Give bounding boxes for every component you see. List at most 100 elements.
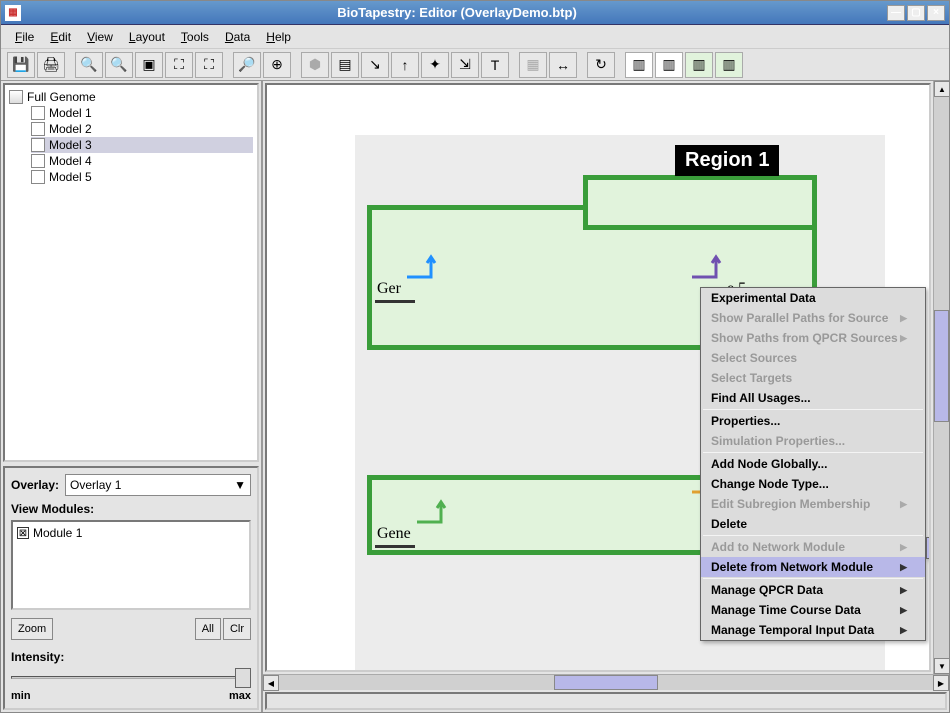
window-controls: — ▢ × — [887, 5, 945, 21]
menu-data[interactable]: Data — [219, 28, 256, 46]
context-menu-item[interactable]: Manage Temporal Input Data▶ — [701, 620, 925, 640]
context-menu-item[interactable]: Find All Usages... — [701, 388, 925, 408]
overlay3-icon[interactable]: ▥ — [685, 52, 713, 78]
file-icon — [31, 122, 45, 136]
overlay2-icon[interactable]: ▥ — [655, 52, 683, 78]
tree-item[interactable]: Model 3 — [31, 137, 253, 153]
chevron-right-icon: ▶ — [900, 499, 907, 510]
menubar: File Edit View Layout Tools Data Help — [1, 25, 949, 49]
context-menu-item[interactable]: Manage Time Course Data▶ — [701, 600, 925, 620]
node3-icon[interactable]: ⇲ — [451, 52, 479, 78]
context-menu-item[interactable]: Delete — [701, 514, 925, 534]
move-icon[interactable]: ↔ — [549, 52, 577, 78]
tree-item[interactable]: Model 5 — [31, 169, 253, 185]
clr-button[interactable]: Clr — [223, 618, 251, 640]
chevron-right-icon: ▶ — [900, 562, 907, 573]
chevron-right-icon: ▶ — [900, 542, 907, 553]
close-button[interactable]: × — [927, 5, 945, 21]
search-icon[interactable]: 🔎 — [233, 52, 261, 78]
save-icon[interactable]: 💾 — [7, 52, 35, 78]
status-bar — [265, 692, 947, 710]
submenu-item-module1[interactable]: Module 1 — [927, 538, 931, 558]
target-icon[interactable]: ⊕ — [263, 52, 291, 78]
canvas[interactable]: Region 1 Gere 5Genee 4 Experimental Data… — [265, 83, 931, 672]
maximize-button[interactable]: ▢ — [907, 5, 925, 21]
context-menu-item[interactable]: Properties... — [701, 411, 925, 431]
overlay-select[interactable]: Overlay 1 ▼ — [65, 474, 251, 496]
context-menu-item: Show Paths from QPCR Sources▶ — [701, 328, 925, 348]
minimize-button[interactable]: — — [887, 5, 905, 21]
context-menu-item[interactable]: Manage QPCR Data▶ — [701, 580, 925, 600]
main-area: Full Genome Model 1Model 2Model 3Model 4… — [1, 81, 949, 712]
stop-icon[interactable]: ⬢ — [301, 52, 329, 78]
scroll-down-icon[interactable]: ▼ — [934, 658, 949, 674]
scroll-right-icon[interactable]: ▶ — [933, 675, 949, 691]
all-button[interactable]: All — [195, 618, 221, 640]
context-submenu: Module 1 — [926, 537, 931, 559]
context-menu-item[interactable]: Add Node Globally... — [701, 454, 925, 474]
scroll-up-icon[interactable]: ▲ — [934, 81, 949, 97]
overlay1-icon[interactable]: ▥ — [625, 52, 653, 78]
slider-min: min — [11, 690, 31, 702]
context-menu-item[interactable]: Change Node Type... — [701, 474, 925, 494]
tree-item[interactable]: Model 1 — [31, 105, 253, 121]
fit-model-icon[interactable]: ⛶ — [165, 52, 193, 78]
titlebar: ▦ BioTapestry: Editor (OverlayDemo.btp) … — [1, 1, 949, 25]
zoom-in-icon[interactable]: 🔍 — [105, 52, 133, 78]
zoom-out-icon[interactable]: 🔍 — [75, 52, 103, 78]
slider-thumb[interactable] — [235, 668, 251, 688]
context-menu-item[interactable]: Experimental Data — [701, 288, 925, 308]
add-node-icon[interactable]: ↑ — [391, 52, 419, 78]
toolbar: 💾 🖨 🔍 🔍 ▣ ⛶ ⛶ 🔎 ⊕ ⬢ ▤ ↘ ↑ ✦ ⇲ T ▦ ↔ ↻ ▥ … — [1, 49, 949, 81]
menu-tools[interactable]: Tools — [175, 28, 215, 46]
slider-max: max — [229, 690, 251, 702]
link-icon[interactable]: ↘ — [361, 52, 389, 78]
region-label: Region 1 — [675, 145, 779, 176]
chevron-right-icon: ▶ — [900, 585, 907, 596]
text-icon[interactable]: T — [481, 52, 509, 78]
module-item[interactable]: ⊠ Module 1 — [17, 526, 245, 540]
menu-layout[interactable]: Layout — [123, 28, 171, 46]
app-icon: ▦ — [5, 5, 21, 21]
context-menu-item: Add to Network Module▶ — [701, 537, 925, 557]
intensity-slider[interactable] — [11, 668, 251, 688]
chevron-right-icon: ▶ — [900, 313, 907, 324]
model-tree[interactable]: Full Genome Model 1Model 2Model 3Model 4… — [3, 83, 259, 462]
modules-list[interactable]: ⊠ Module 1 — [11, 520, 251, 610]
scroll-left-icon[interactable]: ◀ — [263, 675, 279, 691]
tree-root[interactable]: Full Genome — [9, 89, 253, 105]
module-shape[interactable] — [583, 175, 817, 230]
fit-all-icon[interactable]: ⛶ — [195, 52, 223, 78]
menu-edit[interactable]: Edit — [44, 28, 77, 46]
context-menu-item[interactable]: Delete from Network Module▶ — [701, 557, 925, 577]
gene-label[interactable]: Gene — [377, 525, 411, 543]
file-icon — [31, 170, 45, 184]
refresh-icon[interactable]: ↻ — [587, 52, 615, 78]
gene-arrow-icon — [417, 498, 453, 527]
print-icon[interactable]: 🖨 — [37, 52, 65, 78]
file-icon — [31, 106, 45, 120]
gene-label[interactable]: Ger — [377, 280, 401, 298]
tree-item[interactable]: Model 4 — [31, 153, 253, 169]
horizontal-scrollbar[interactable]: ◀ ▶ — [263, 674, 949, 690]
vertical-scrollbar[interactable]: ▲ ▼ — [933, 81, 949, 674]
intensity-label: Intensity: — [11, 650, 64, 664]
tree-root-label: Full Genome — [27, 90, 96, 104]
node2-icon[interactable]: ✦ — [421, 52, 449, 78]
menu-file[interactable]: File — [9, 28, 40, 46]
canvas-area: Region 1 Gere 5Genee 4 Experimental Data… — [263, 81, 949, 712]
folder-icon — [9, 90, 23, 104]
module-checkbox[interactable]: ⊠ — [17, 527, 29, 539]
region-icon[interactable]: ▦ — [519, 52, 547, 78]
context-menu-item: Edit Subregion Membership▶ — [701, 494, 925, 514]
fit-selection-icon[interactable]: ▣ — [135, 52, 163, 78]
menu-help[interactable]: Help — [260, 28, 297, 46]
left-panel: Full Genome Model 1Model 2Model 3Model 4… — [1, 81, 263, 712]
zoom-button[interactable]: Zoom — [11, 618, 53, 640]
overlay4-icon[interactable]: ▥ — [715, 52, 743, 78]
app-window: ▦ BioTapestry: Editor (OverlayDemo.btp) … — [0, 0, 950, 713]
menu-view[interactable]: View — [81, 28, 119, 46]
tree-item[interactable]: Model 2 — [31, 121, 253, 137]
add-gene-icon[interactable]: ▤ — [331, 52, 359, 78]
file-icon — [31, 154, 45, 168]
